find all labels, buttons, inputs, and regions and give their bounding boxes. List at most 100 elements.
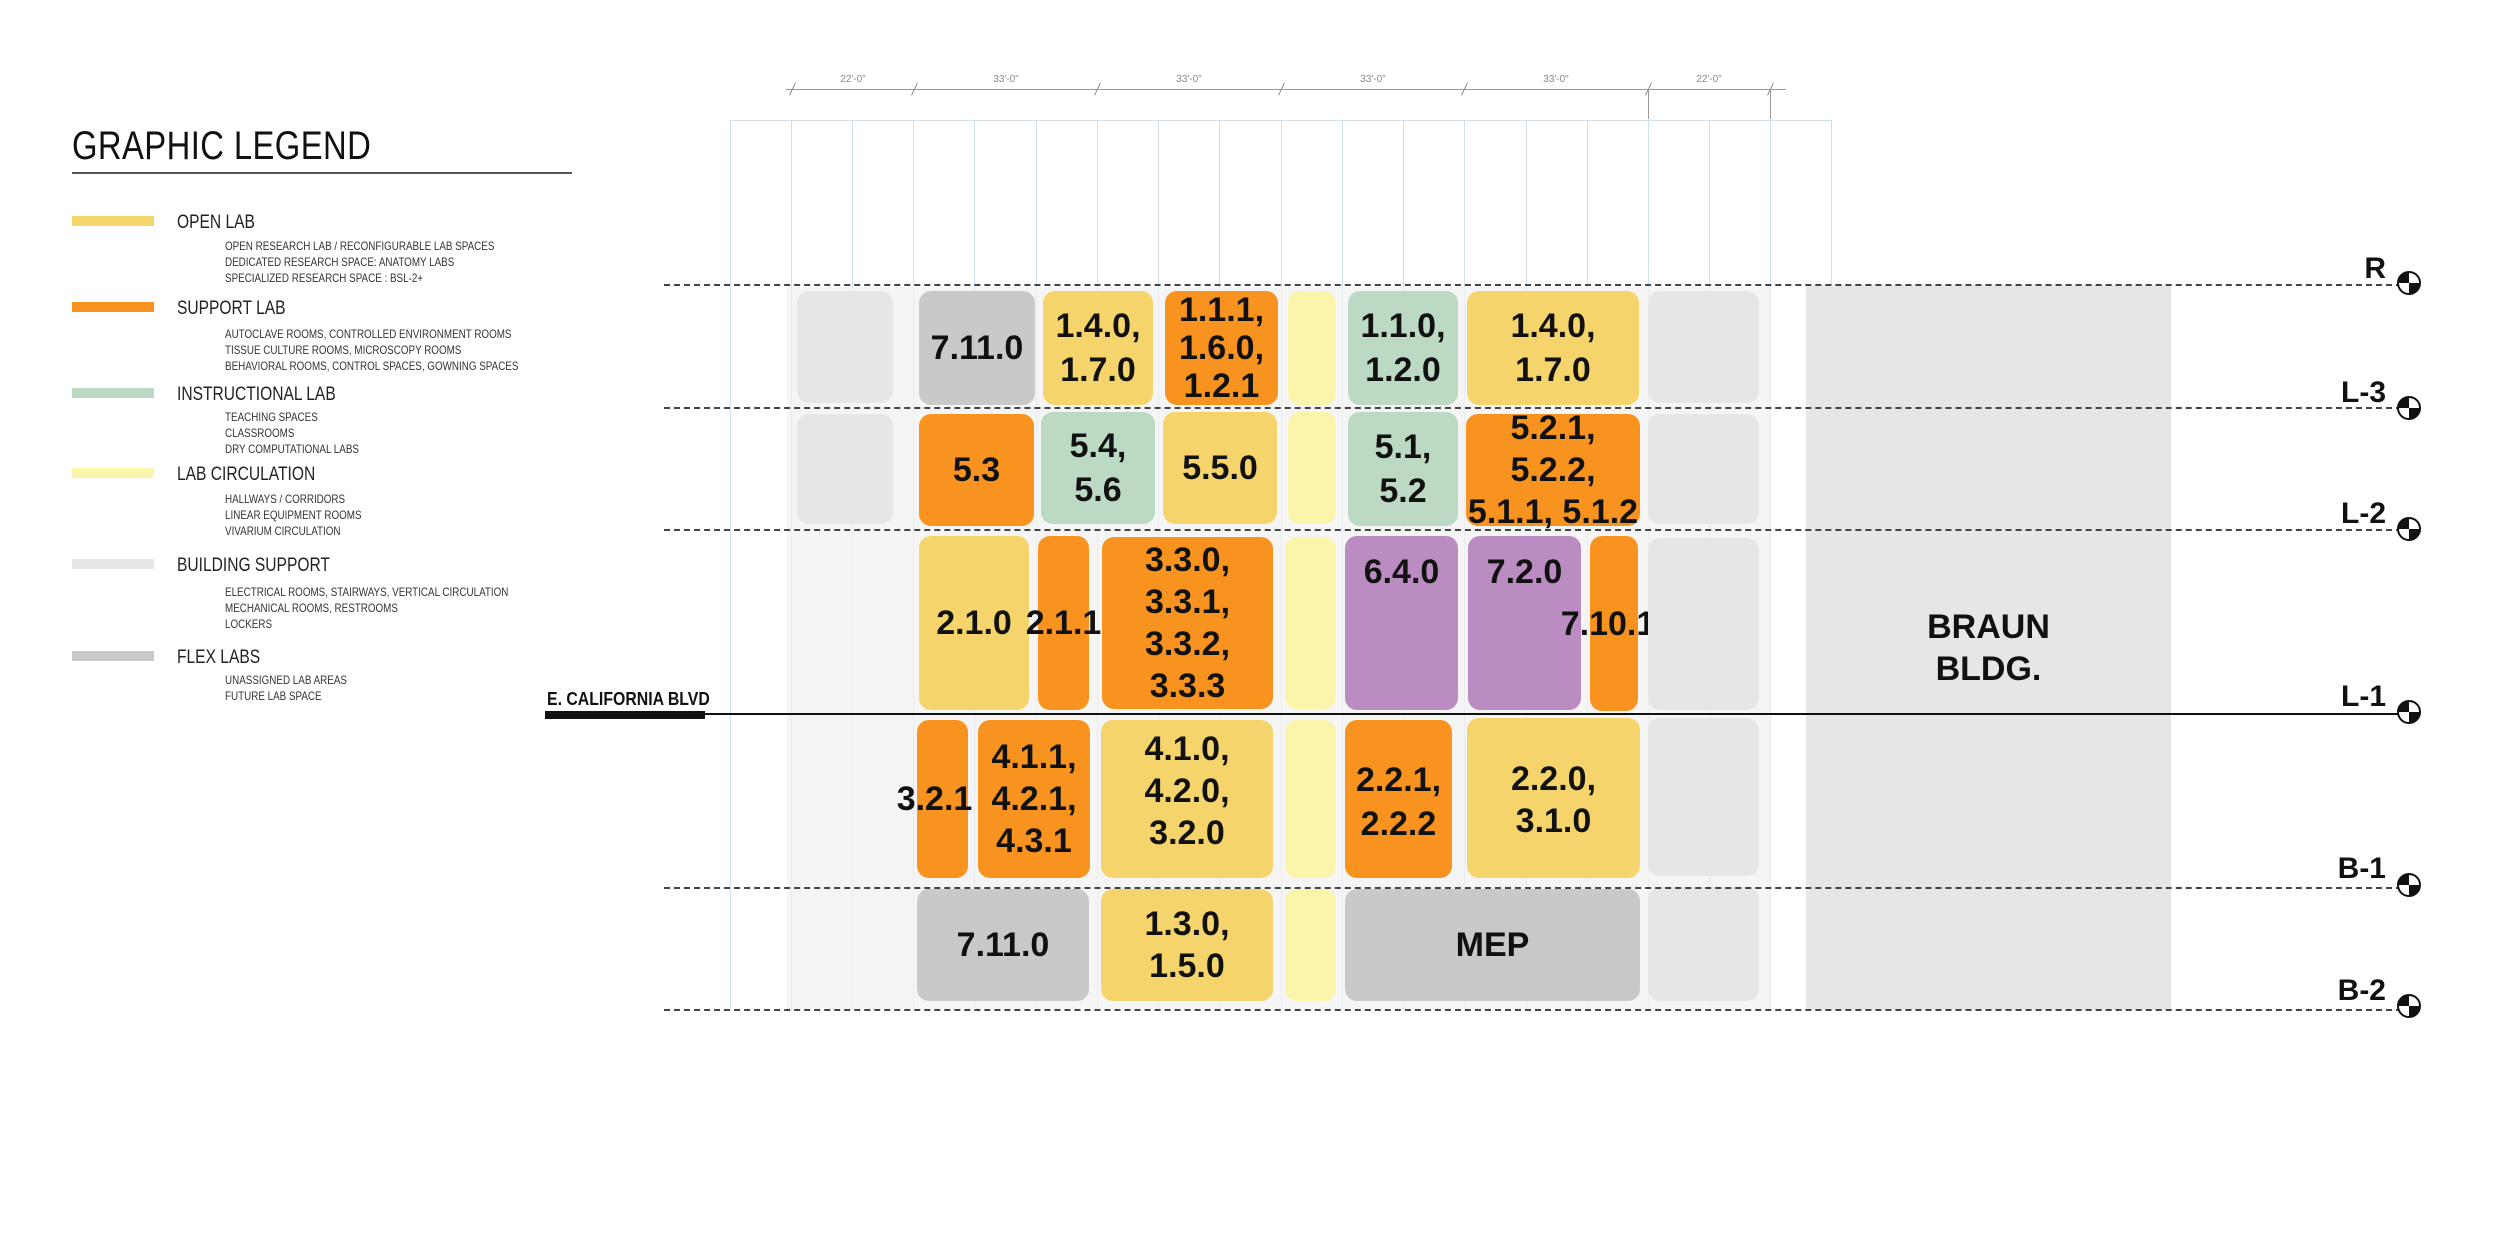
space-block-building-support[interactable] — [1648, 291, 1759, 403]
space-block-lab-circulation[interactable] — [1285, 720, 1336, 878]
space-block-building-support[interactable] — [1648, 538, 1759, 710]
level-line-b1 — [664, 887, 2412, 889]
legend-detail: OPEN RESEARCH LAB / RECONFIGURABLE LAB S… — [225, 239, 495, 253]
space-block-building-support[interactable] — [797, 414, 893, 524]
space-block-open-lab[interactable]: 2.1.0 — [919, 536, 1029, 710]
level-line-l2 — [664, 529, 2412, 531]
space-id: MEP — [1455, 926, 1530, 964]
level-datum-icon — [2397, 271, 2421, 295]
level-line-r — [664, 284, 2412, 286]
space-block-building-support[interactable] — [1648, 414, 1759, 524]
space-block-open-lab[interactable]: 1.4.0, 1.7.0 — [1467, 291, 1639, 405]
space-id: 6.4.0 — [1363, 553, 1440, 591]
braun-building: BRAUN BLDG. — [1806, 285, 2171, 1010]
space-id: 7.11.0 — [930, 329, 1024, 367]
space-id: 5.1, 5.2 — [1374, 428, 1432, 510]
space-block-vivarium[interactable]: 6.4.0 — [1345, 536, 1458, 710]
legend-divider — [72, 172, 572, 174]
space-block-open-lab[interactable]: 2.2.0, 3.1.0 — [1467, 718, 1640, 878]
space-block-open-lab[interactable]: 1.4.0, 1.7.0 — [1043, 291, 1153, 405]
dimension-line — [786, 89, 1786, 90]
space-block-building-support[interactable] — [1648, 718, 1759, 876]
legend-swatch-flex-labs — [72, 651, 154, 661]
space-block-building-support[interactable] — [1648, 887, 1759, 1001]
level-line-l1 — [705, 713, 2412, 715]
legend-swatch-lab-circulation — [72, 468, 154, 478]
space-id: 1.1.1, 1.6.0, 1.2.1 — [1178, 291, 1265, 405]
space-block-lab-circulation[interactable] — [1288, 291, 1336, 405]
space-block-support-lab[interactable]: 1.1.1, 1.6.0, 1.2.1 — [1165, 291, 1278, 405]
legend-label-building-support: BUILDING SUPPORT — [177, 555, 330, 576]
level-datum-icon — [2397, 873, 2421, 897]
legend-title: GRAPHIC LEGEND — [72, 124, 372, 168]
legend-detail: DRY COMPUTATIONAL LABS — [225, 442, 359, 456]
space-id: 3.2.1 — [896, 780, 973, 818]
legend-swatch-instructional-lab — [72, 388, 154, 398]
legend-swatch-support-lab — [72, 302, 154, 312]
space-id: 1.4.0, 1.7.0 — [1510, 307, 1596, 389]
space-block-instructional-lab[interactable]: 5.1, 5.2 — [1348, 412, 1458, 526]
space-block-support-lab[interactable]: 7.10.1 — [1561, 536, 1655, 711]
legend-detail: DEDICATED RESEARCH SPACE: ANATOMY LABS — [225, 255, 455, 269]
space-block-instructional-lab[interactable]: 1.1.0, 1.2.0 — [1348, 291, 1458, 405]
legend-detail: VIVARIUM CIRCULATION — [225, 524, 341, 538]
space-block-support-lab[interactable]: 5.3 — [919, 414, 1034, 526]
level-label-b2: B-2 — [2337, 974, 2386, 1007]
legend-detail: ELECTRICAL ROOMS, STAIRWAYS, VERTICAL CI… — [225, 585, 509, 599]
level-line-b2 — [664, 1009, 2412, 1011]
space-id: 5.2.1, 5.2.2, 5.1.1, 5.1.2 — [1467, 409, 1639, 531]
legend-detail: TEACHING SPACES — [225, 410, 318, 424]
space-id: 2.2.0, 3.1.0 — [1510, 760, 1597, 840]
level-datum-icon — [2397, 517, 2421, 541]
space-block-instructional-lab[interactable]: 5.4, 5.6 — [1041, 412, 1155, 524]
space-block-building-support[interactable] — [797, 291, 893, 403]
level-label-l1: L-1 — [2341, 680, 2386, 713]
space-block-lab-circulation[interactable] — [1288, 412, 1336, 524]
space-id: 2.1.0 — [936, 604, 1012, 642]
dimension-extension — [1770, 89, 1771, 119]
space-block-lab-circulation[interactable] — [1285, 537, 1336, 709]
dimension-label: 33'-0" — [1176, 74, 1202, 85]
dimension-label: 22'-0" — [840, 74, 866, 85]
space-block-open-lab[interactable]: 5.5.0 — [1163, 412, 1277, 524]
space-block-mep[interactable]: MEP — [1345, 889, 1640, 1001]
space-id: 4.1.1, 4.2.1, 4.3.1 — [991, 738, 1077, 860]
space-block-lab-circulation[interactable] — [1285, 889, 1336, 1001]
space-block-flex-lab[interactable]: 7.11.0 — [919, 291, 1035, 405]
dimension-label: 33'-0" — [993, 74, 1019, 85]
dimension-extension — [1648, 89, 1649, 119]
legend-label-instructional-lab: INSTRUCTIONAL LAB — [177, 384, 336, 405]
space-block-support-lab[interactable]: 5.2.1, 5.2.2, 5.1.1, 5.1.2 — [1466, 409, 1640, 531]
space-block-support-lab[interactable]: 4.1.1, 4.2.1, 4.3.1 — [978, 720, 1090, 878]
space-block-support-lab[interactable]: 2.1.1 — [1026, 536, 1101, 710]
legend-label-lab-circulation: LAB CIRCULATION — [177, 464, 316, 485]
space-id: 7.10.1 — [1560, 604, 1656, 643]
legend-detail: HALLWAYS / CORRIDORS — [225, 492, 346, 506]
space-block-open-lab[interactable]: 4.1.0, 4.2.0, 3.2.0 — [1101, 720, 1273, 878]
grid-line — [730, 120, 731, 1010]
space-id: 1.4.0, 1.7.0 — [1055, 307, 1141, 389]
space-id: 5.5.0 — [1182, 449, 1258, 487]
space-id: 1.3.0, 1.5.0 — [1144, 905, 1230, 985]
level-label-l3: L-3 — [2341, 376, 2386, 409]
level-label-r: R — [2364, 252, 2386, 285]
level-label-l2: L-2 — [2341, 497, 2386, 530]
space-block-support-lab[interactable]: 2.2.1, 2.2.2 — [1345, 720, 1452, 878]
level-datum-icon — [2397, 396, 2421, 420]
space-block-open-lab[interactable]: 1.3.0, 1.5.0 — [1101, 889, 1273, 1001]
space-block-vivarium[interactable]: 7.2.0 — [1468, 536, 1581, 710]
level-label-b1: B-1 — [2337, 852, 2386, 885]
space-id: 7.2.0 — [1486, 553, 1563, 591]
legend-detail: MECHANICAL ROOMS, RESTROOMS — [225, 601, 398, 615]
space-id: 4.1.0, 4.2.0, 3.2.0 — [1144, 730, 1230, 852]
legend-swatch-building-support — [72, 559, 154, 569]
legend-detail: SPECIALIZED RESEARCH SPACE : BSL-2+ — [225, 271, 424, 285]
space-id: 3.3.0, 3.3.1, 3.3.2, 3.3.3 — [1144, 541, 1231, 705]
space-block-flex-lab[interactable]: 7.11.0 — [917, 889, 1089, 1001]
space-block-support-lab[interactable]: 3.2.1 — [897, 720, 972, 878]
legend-detail: UNASSIGNED LAB AREAS — [225, 673, 347, 687]
space-block-support-lab[interactable]: 3.3.0, 3.3.1, 3.3.2, 3.3.3 — [1102, 537, 1273, 709]
legend-detail: LOCKERS — [225, 617, 273, 631]
space-id: 7.11.0 — [956, 926, 1050, 964]
level-line-l3 — [664, 407, 2412, 409]
